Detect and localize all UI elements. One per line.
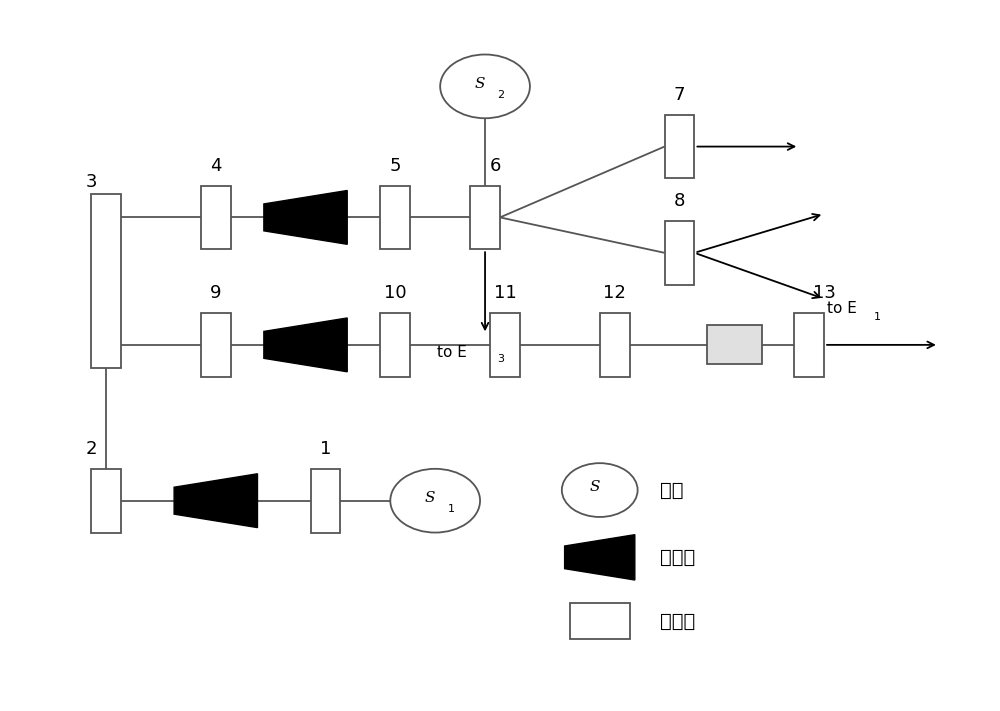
Text: 5: 5 <box>390 157 401 175</box>
Bar <box>91 194 121 368</box>
Text: 11: 11 <box>494 284 516 302</box>
Bar <box>794 313 824 377</box>
Bar <box>665 114 694 178</box>
Text: 13: 13 <box>813 284 836 302</box>
Text: 调压器: 调压器 <box>660 611 695 631</box>
Bar <box>201 186 231 250</box>
Text: S: S <box>589 480 600 494</box>
Text: 1: 1 <box>448 504 455 514</box>
Text: 压缩机: 压缩机 <box>660 548 695 567</box>
Text: 2: 2 <box>85 440 97 458</box>
Text: to E: to E <box>827 301 857 316</box>
Polygon shape <box>264 191 347 245</box>
Bar <box>380 313 410 377</box>
Text: 4: 4 <box>210 157 222 175</box>
Text: 1: 1 <box>874 311 881 321</box>
Text: 9: 9 <box>210 284 222 302</box>
Bar <box>570 603 630 639</box>
Bar <box>311 469 340 533</box>
Text: 气源: 气源 <box>660 481 683 500</box>
Text: 10: 10 <box>384 284 407 302</box>
Circle shape <box>440 55 530 118</box>
Bar <box>490 313 520 377</box>
Bar <box>600 313 630 377</box>
Text: to E: to E <box>437 345 467 360</box>
Bar <box>91 469 121 533</box>
Polygon shape <box>174 474 257 528</box>
Text: 6: 6 <box>489 157 501 175</box>
Text: S: S <box>425 491 435 505</box>
Circle shape <box>562 463 638 517</box>
Circle shape <box>390 469 480 533</box>
Text: 3: 3 <box>85 173 97 191</box>
Bar <box>201 313 231 377</box>
Text: S: S <box>475 77 485 90</box>
Polygon shape <box>565 535 635 580</box>
Text: 8: 8 <box>674 192 685 210</box>
Bar <box>470 186 500 250</box>
Bar <box>665 221 694 284</box>
Text: 2: 2 <box>497 90 505 100</box>
Bar <box>707 326 762 364</box>
Text: 3: 3 <box>497 354 504 364</box>
Text: 7: 7 <box>674 86 685 104</box>
Text: 12: 12 <box>603 284 626 302</box>
Bar <box>380 186 410 250</box>
Polygon shape <box>264 318 347 372</box>
Text: 1: 1 <box>320 440 331 458</box>
